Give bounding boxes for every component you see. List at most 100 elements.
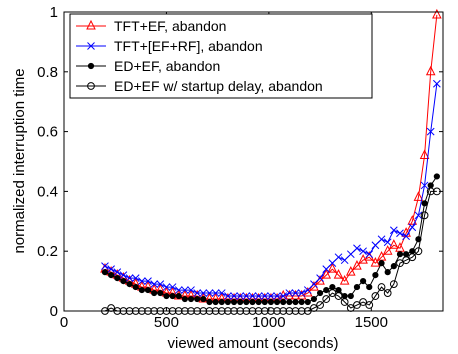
data-point [224,292,232,300]
data-point [353,283,361,291]
data-point [126,280,133,288]
data-point [157,289,164,297]
data-point [358,254,368,264]
data-point [211,289,220,297]
legend-label: ED+EF, abandon [114,58,220,74]
data-point [402,256,411,265]
data-point [137,277,146,285]
data-point [328,289,337,297]
data-point [341,292,348,300]
data-point [366,283,373,291]
data-point [339,274,350,285]
data-point [254,292,263,300]
data-point [292,298,299,306]
data-point [187,286,195,294]
data-point [413,191,424,201]
data-point [230,292,238,300]
data-point [340,298,349,306]
data-point [359,298,368,306]
data-point [427,182,434,189]
data-point [273,292,281,300]
axes-layer: 0 500 1000 1500 0 0.2 0.4 0.6 0.8 1 [37,4,444,331]
data-point [200,295,207,303]
data-point [286,298,293,306]
data-point [384,269,391,276]
data-point [174,286,183,294]
data-point [415,236,422,243]
data-point [242,292,251,300]
data-point [403,251,410,258]
data-point [138,286,145,294]
data-point [383,289,392,297]
data-point [303,286,312,294]
data-point [378,260,385,267]
data-point [347,292,354,300]
data-point [426,127,435,136]
data-point [352,260,362,270]
x-axis-label: viewed amount (seconds) [168,335,339,352]
series-layer [100,8,442,315]
data-point [382,245,393,255]
data-point [371,292,380,300]
data-point [420,211,429,220]
data-point [163,292,170,300]
data-point [408,253,417,262]
data-point [212,298,219,306]
data-point [389,226,398,235]
data-point [125,274,134,282]
data-point [414,247,423,256]
data-point [340,256,349,265]
data-point [205,289,214,297]
data-point [120,278,127,285]
data-point [370,257,381,267]
data-point [420,181,429,190]
legend-marker [87,82,95,90]
data-point [310,280,318,288]
data-point [168,283,177,291]
x-tick-label: 500 [154,314,179,331]
data-point [346,266,356,276]
legend-entry: ED+EF, abandon [76,58,220,74]
data-point [107,265,115,273]
data-point [334,253,343,262]
data-point [267,292,275,300]
data-point [377,235,386,244]
data-point [335,286,342,294]
data-point [334,292,343,300]
y-tick-label: 0 [50,303,58,320]
data-point [249,298,256,306]
data-point [181,295,188,303]
data-point [194,295,201,303]
x-tick-label: 1500 [355,314,388,331]
legend-label: TFT+EF, abandon [114,18,226,34]
data-point [425,65,436,76]
data-point [255,298,262,306]
data-point [353,301,361,309]
data-point [175,292,182,300]
legend-marker [87,42,95,50]
data-point [236,292,245,300]
data-point [402,232,410,241]
axes-frame [63,11,444,312]
data-point [414,211,423,220]
data-point [365,301,374,309]
data-point [316,274,324,282]
data-point [328,259,337,268]
data-point [156,280,165,288]
data-point [193,289,202,297]
data-point [359,247,367,256]
x-tick-label: 0 [60,314,68,331]
data-point [101,262,109,271]
y-axis-label: normalized interruption time [11,68,28,253]
data-point [353,244,361,253]
data-point [396,259,404,268]
data-point [433,79,441,88]
data-point [114,275,121,282]
data-point [389,239,399,249]
data-point [346,250,355,259]
data-point [169,292,176,300]
data-point [421,200,428,207]
data-point [433,173,440,180]
data-point [383,238,392,247]
